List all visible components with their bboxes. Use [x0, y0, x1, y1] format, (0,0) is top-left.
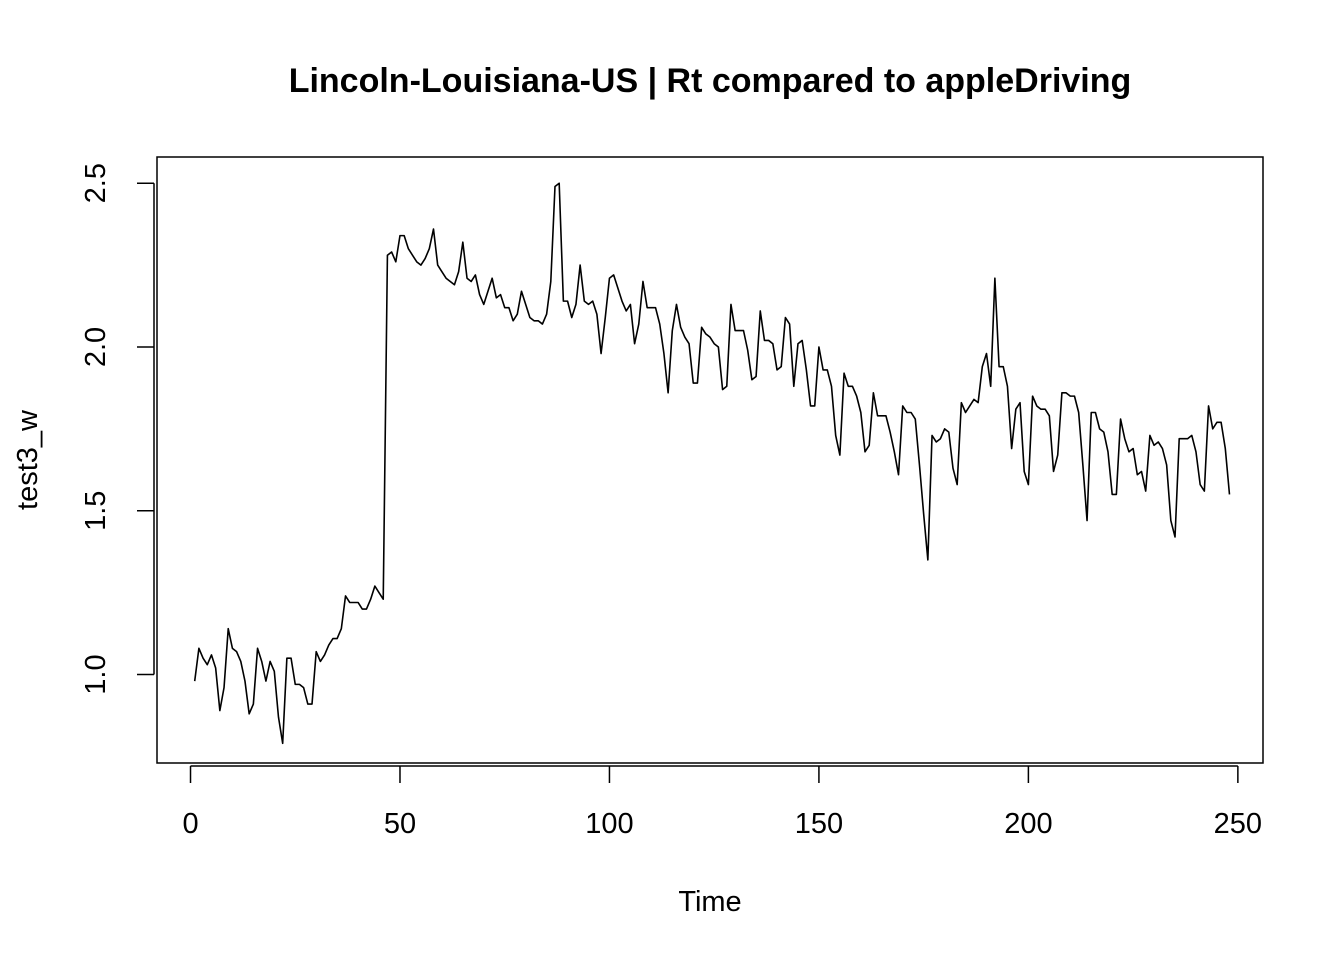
- y-tick-label: 2.5: [80, 163, 112, 203]
- x-tick-label: 250: [1214, 808, 1262, 840]
- y-tick-label: 1.5: [80, 491, 112, 531]
- y-axis: 1.0 1.5 2.0 2.5: [80, 163, 155, 695]
- x-tick-label: 150: [795, 808, 843, 840]
- x-tick-label: 100: [585, 808, 633, 840]
- y-axis-label: test3_w: [12, 409, 44, 510]
- series-line: [193, 182, 1231, 745]
- chart-title: Lincoln-Louisiana-US | Rt compared to ap…: [289, 62, 1132, 100]
- y-tick-label: 1.0: [80, 654, 112, 694]
- x-tick-label: 50: [384, 808, 416, 840]
- x-axis: 0 50 100 150 200 250: [182, 765, 1262, 840]
- y-tick-label: 2.0: [80, 327, 112, 367]
- plot-frame: [156, 156, 1264, 764]
- x-axis-label: Time: [678, 886, 741, 918]
- x-tick-label: 0: [182, 808, 198, 840]
- x-tick-label: 200: [1004, 808, 1052, 840]
